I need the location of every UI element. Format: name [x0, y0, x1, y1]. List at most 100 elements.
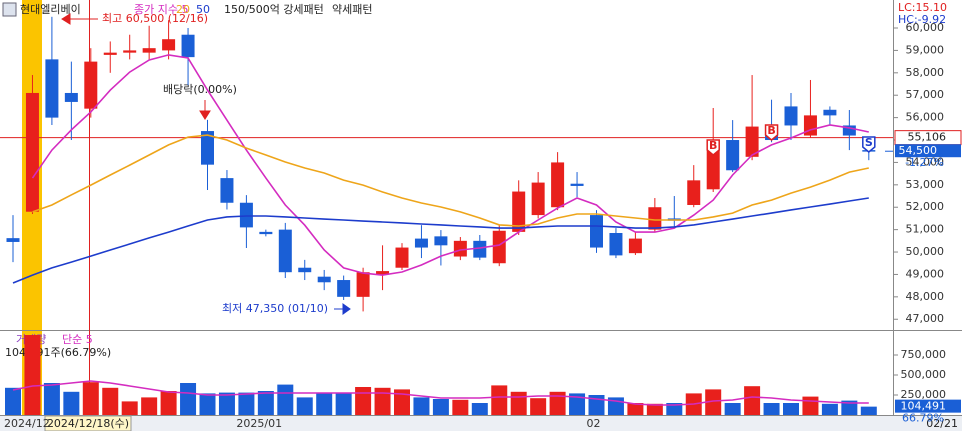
candle-body — [64, 92, 78, 102]
candle-body — [745, 126, 759, 157]
candle-body — [181, 34, 195, 58]
date-axis-bg — [0, 415, 962, 431]
volume-bar — [257, 391, 274, 415]
candle-body — [531, 182, 545, 216]
reference-label: 55,106 — [908, 131, 947, 144]
y-tick-label: 57,000 — [906, 88, 945, 101]
ma-line — [12, 380, 869, 406]
volume-bar — [705, 389, 722, 415]
volume-bar — [802, 396, 819, 415]
volume-bar — [763, 403, 780, 415]
volume-bar — [549, 391, 566, 415]
candle-body — [239, 202, 253, 228]
y-tick-label: 53,000 — [906, 178, 945, 191]
candle-body — [628, 238, 642, 254]
candle-body — [25, 92, 39, 212]
volume-bar — [180, 383, 197, 415]
volume-bar — [5, 387, 21, 415]
volume-last-box — [895, 399, 961, 413]
legend-ma50: 50 — [196, 3, 210, 16]
signal-label: S — [865, 136, 873, 149]
y-tick-label: 47,000 — [906, 312, 945, 325]
candle-body — [453, 240, 467, 257]
end-date: 02/21 — [926, 417, 958, 430]
candle-body — [823, 109, 837, 116]
volume-bar — [471, 403, 488, 415]
candle-body — [687, 180, 701, 205]
x-tick-label: 2024/12 — [4, 417, 50, 430]
candle-body — [278, 229, 292, 273]
y-tick-label: 48,000 — [906, 290, 945, 303]
annotation-dividend: 배당락(0.00%) — [163, 83, 237, 96]
y-tick-label: 54,000 — [906, 155, 945, 168]
candle-body — [337, 280, 351, 297]
stat: HC:-9.92 — [898, 13, 946, 26]
signal-badge — [764, 124, 779, 141]
menu-icon[interactable] — [2, 2, 17, 17]
ma-line — [31, 54, 869, 276]
candle-body — [201, 131, 214, 165]
volume-bar — [102, 387, 119, 415]
y-tick-label: 500,000 — [901, 368, 947, 381]
legend-pattern: 약세패턴 — [332, 2, 372, 16]
y-tick-label: 250,000 — [901, 388, 947, 401]
candle-body — [162, 39, 176, 51]
volume-bar — [432, 399, 449, 415]
volume-bar — [569, 393, 586, 415]
x-tick-label: 02 — [587, 417, 601, 430]
volume-bar — [63, 391, 80, 415]
candle-body — [123, 50, 137, 53]
candle-body — [590, 215, 603, 248]
volume-bar — [199, 393, 216, 415]
candle-body — [473, 240, 487, 258]
last-price-box — [895, 144, 961, 158]
volume-bar — [277, 384, 294, 415]
candle-body — [376, 271, 390, 275]
ma-line — [12, 197, 869, 284]
signal-badge — [862, 136, 876, 153]
crosshair-date-box — [44, 415, 132, 431]
y-tick-label: 56,000 — [906, 111, 945, 124]
volume-bar — [355, 387, 372, 415]
legend-ma20: 20 — [176, 3, 190, 16]
volume-last-label: 104,491 — [901, 400, 947, 413]
arrow — [199, 100, 211, 120]
arrow — [334, 303, 351, 315]
volume-bar — [160, 391, 177, 415]
stock-name: 현대엘리베이 — [20, 3, 81, 16]
ma-line — [32, 134, 869, 227]
candle-body — [648, 207, 662, 230]
legend-pattern: 150/500억 강세패턴 — [224, 3, 324, 16]
y-tick-label: 750,000 — [901, 348, 947, 361]
y-tick-label: 50,000 — [906, 245, 945, 258]
legend-vol-ma: 단순 5 — [62, 333, 93, 346]
candle-body — [103, 52, 117, 55]
candle-body — [220, 178, 234, 203]
volume-value: 104,491주(66.79%) — [5, 346, 111, 359]
volume-bar — [43, 383, 60, 415]
signal-badge — [706, 139, 720, 156]
volume-bar — [374, 387, 391, 415]
candle-body — [45, 59, 59, 118]
volume-bar — [783, 403, 799, 415]
candle-body — [551, 162, 565, 208]
volume-bar — [724, 403, 741, 415]
y-tick-label: 59,000 — [906, 43, 945, 56]
candle-body — [395, 247, 409, 268]
volume-bar — [841, 400, 858, 415]
y-tick-label: 52,000 — [906, 200, 945, 213]
volume-ratio: 66.79% — [902, 412, 944, 425]
last-price-label: 54,500 — [899, 144, 938, 157]
volume-bar — [335, 392, 352, 415]
signal-label: B — [767, 124, 775, 137]
annotation-high: 최고 60,500 (12/16) — [102, 12, 208, 25]
volume-bar — [413, 397, 430, 415]
y-tick-label: 49,000 — [906, 267, 945, 280]
candle-body — [84, 61, 98, 109]
volume-bar — [744, 386, 761, 415]
arrow — [61, 13, 98, 25]
volume-bar — [627, 403, 644, 415]
